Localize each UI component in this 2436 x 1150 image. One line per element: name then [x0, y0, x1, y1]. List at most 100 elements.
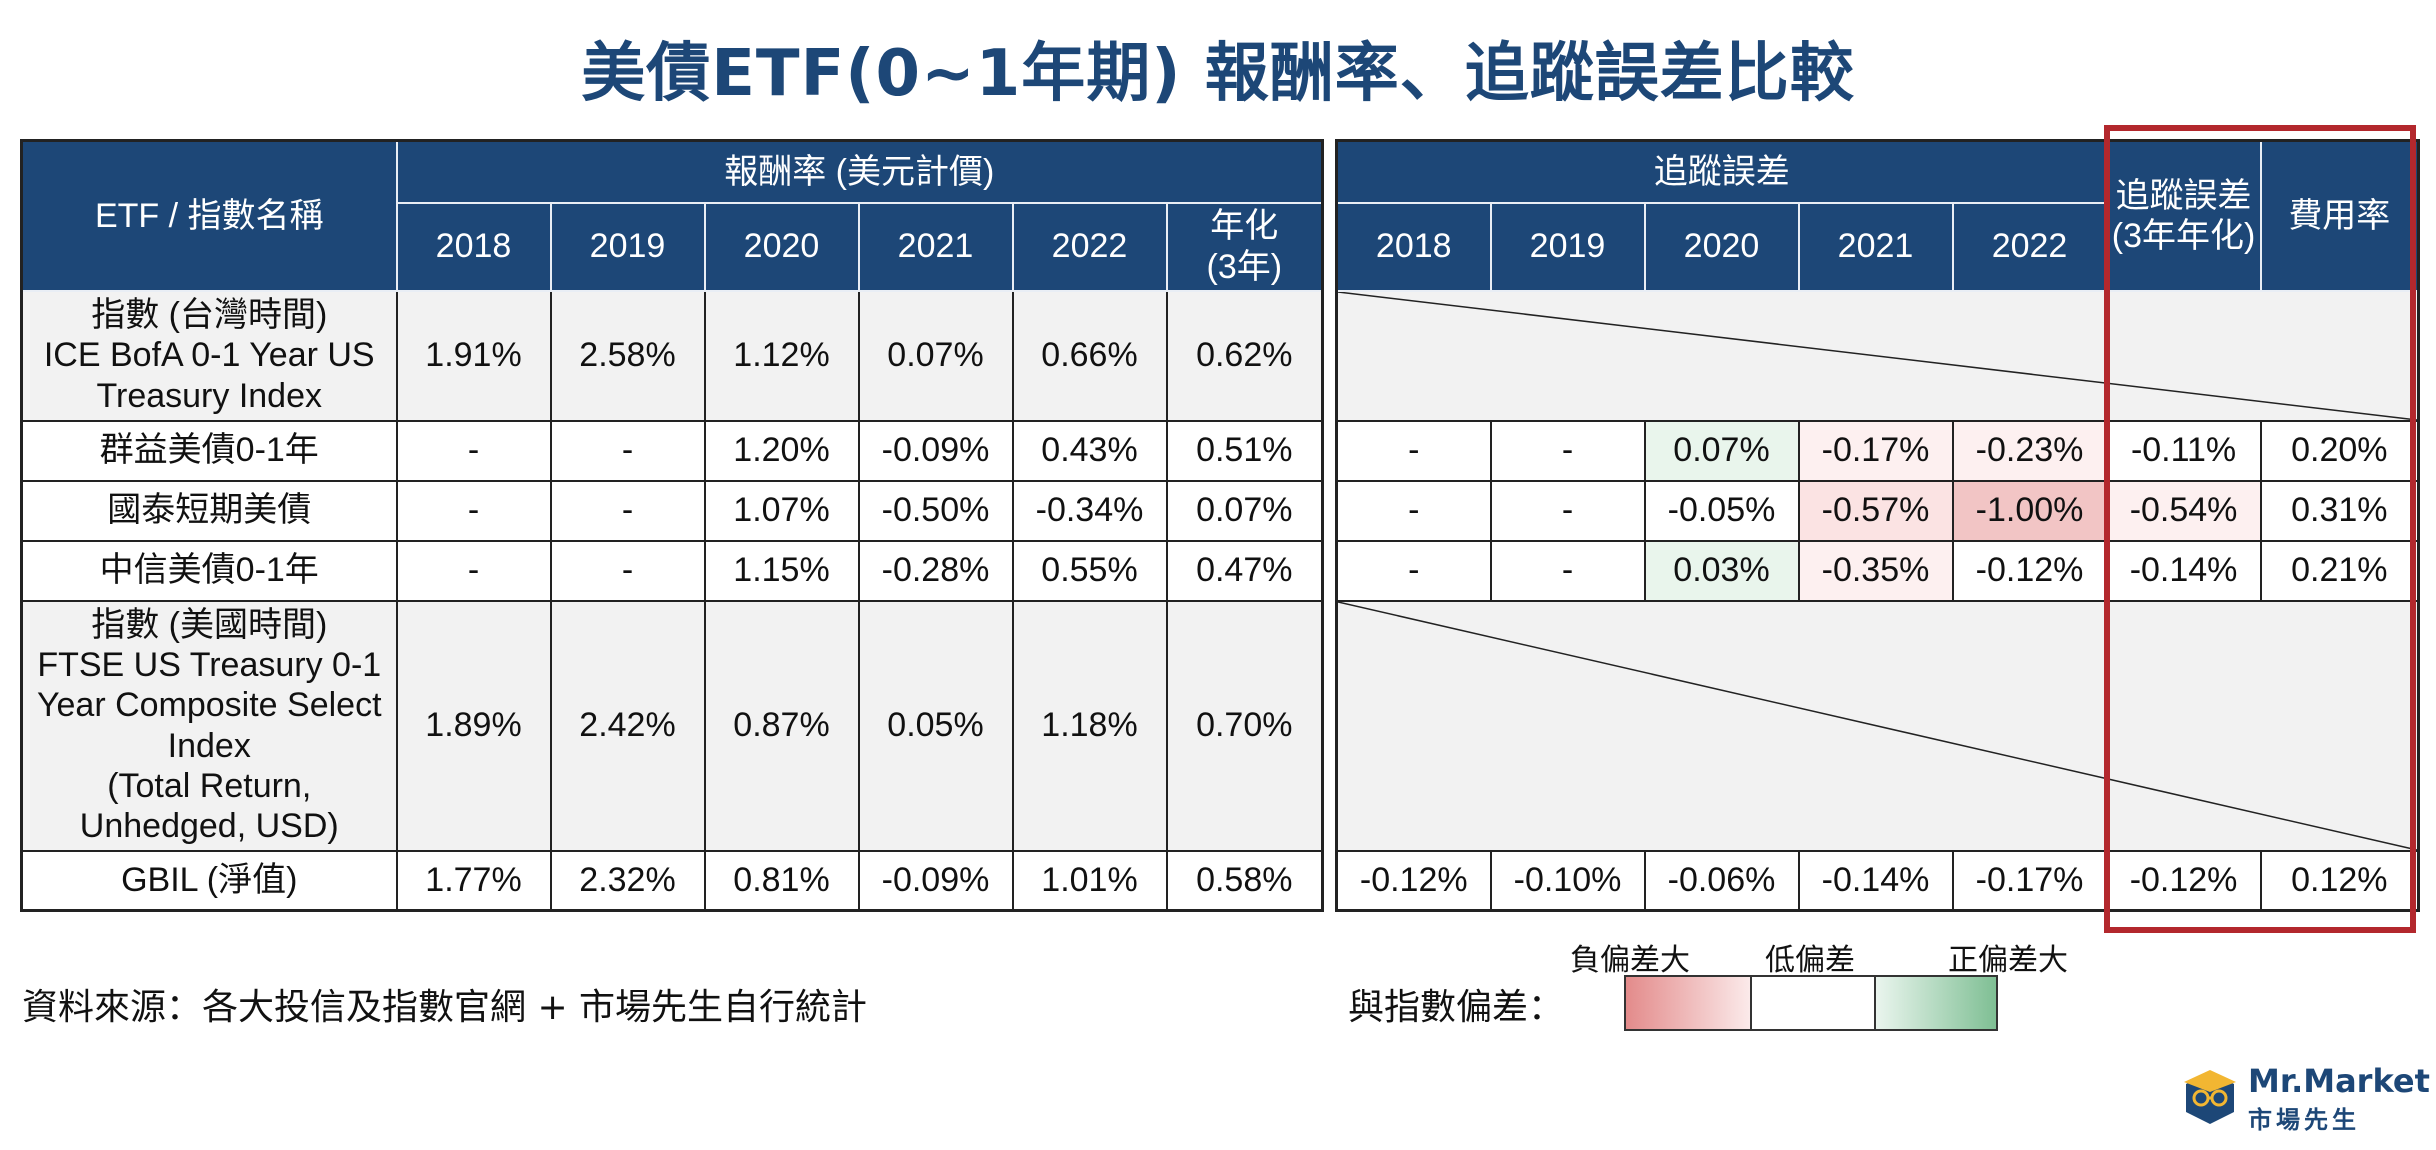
return-cell: -0.50% [857, 479, 1014, 542]
tracking-cell: -0.12% [1951, 539, 2108, 602]
tracking-annualized-cell: -0.54% [2105, 479, 2262, 542]
tracking-annualized-cell: -0.14% [2105, 539, 2262, 602]
header-year: 2022 [1951, 201, 2108, 292]
header-annualized-line1: 年化 [1210, 207, 1279, 246]
diagonal-line [1338, 602, 2417, 850]
header-tracking-annualized: 追蹤誤差 (3年年化) [2105, 139, 2262, 292]
return-cell: 0.66% [1011, 289, 1168, 422]
return-cell: 0.62% [1165, 289, 1324, 422]
header-year: 2021 [1797, 201, 1954, 292]
tracking-annualized-cell: -0.11% [2105, 419, 2262, 482]
header-year: 2018 [1335, 201, 1492, 292]
blank-diagonal-cell [1335, 599, 2420, 852]
returns-table: ETF / 指數名稱 報酬率 (美元計價) 2018 2019 2020 202… [20, 139, 1325, 912]
tracking-cell: - [1489, 479, 1646, 542]
return-cell: - [549, 539, 706, 602]
return-cell: 2.58% [549, 289, 706, 422]
tracking-cell: 0.03% [1643, 539, 1800, 602]
return-cell: -0.34% [1011, 479, 1168, 542]
header-year: 2019 [1489, 201, 1646, 292]
logo-subtitle: 市場先生 [2248, 1106, 2360, 1134]
logo-name: Mr.Market [2248, 1062, 2430, 1100]
return-cell: 1.07% [703, 479, 860, 542]
row-name-line: Index [167, 726, 251, 765]
row-name-line: FTSE US Treasury 0-1 [37, 646, 382, 685]
row-name-line: (Total Return, [107, 766, 312, 805]
table-row: 群益美債0-1年 - - 1.20% -0.09% 0.43% 0.51% [20, 419, 1324, 482]
tracking-cell: -0.06% [1643, 849, 1800, 912]
row-name: 指數 (美國時間) FTSE US Treasury 0-1 Year Comp… [20, 599, 398, 852]
return-cell: 1.01% [1011, 849, 1168, 912]
tracking-cell: -0.14% [1797, 849, 1954, 912]
return-cell: 1.15% [703, 539, 860, 602]
table-row: GBIL (淨值) 1.77% 2.32% 0.81% -0.09% 1.01%… [20, 849, 1324, 912]
tracking-cell: -0.05% [1643, 479, 1800, 542]
header-annualized: 年化 (3年) [1165, 201, 1324, 292]
legend-label: 與指數偏差： [1348, 987, 1565, 1028]
row-name: GBIL (淨值) [20, 849, 398, 912]
header-year: 2021 [857, 201, 1014, 292]
tracking-cell: - [1489, 419, 1646, 482]
tracking-cell: - [1335, 539, 1492, 602]
return-cell: 0.07% [1165, 479, 1324, 542]
return-cell: 0.51% [1165, 419, 1324, 482]
return-cell: - [395, 419, 552, 482]
tracking-cell: - [1489, 539, 1646, 602]
return-cell: 1.77% [395, 849, 552, 912]
tracking-cell: - [1335, 419, 1492, 482]
tracking-annualized-cell: -0.12% [2105, 849, 2262, 912]
return-cell: 0.07% [857, 289, 1014, 422]
legend-low-label: 低偏差 [1765, 943, 1855, 978]
return-cell: 0.81% [703, 849, 860, 912]
return-cell: -0.09% [857, 419, 1014, 482]
row-name-line: 指數 (美國時間) [91, 606, 328, 645]
tracking-table: 追蹤誤差 追蹤誤差 (3年年化) 費用率 2018 2019 2020 2021… [1335, 139, 2421, 912]
return-cell: 1.18% [1011, 599, 1168, 852]
return-cell: 0.58% [1165, 849, 1324, 912]
header-year: 2020 [1643, 201, 1800, 292]
table-row: - - 0.07% -0.17% -0.23% -0.11% 0.20% [1335, 419, 2420, 482]
header-tracking-annualized-line1: 追蹤誤差 [2115, 176, 2252, 215]
row-name-line: 指數 (台灣時間) [91, 296, 328, 335]
expense-cell: 0.20% [2259, 419, 2420, 482]
row-name: 群益美債0-1年 [20, 419, 398, 482]
header-year: 2020 [703, 201, 860, 292]
tracking-cell: -0.57% [1797, 479, 1954, 542]
logo-icon [2184, 1070, 2236, 1124]
row-name-line: Year Composite Select [36, 686, 382, 725]
expense-cell: 0.21% [2259, 539, 2420, 602]
tracking-cell: -0.10% [1489, 849, 1646, 912]
header-name: ETF / 指數名稱 [20, 139, 398, 292]
tracking-cell: - [1335, 479, 1492, 542]
table-row: -0.12% -0.10% -0.06% -0.14% -0.17% -0.12… [1335, 849, 2420, 912]
header-year: 2022 [1011, 201, 1168, 292]
header-annualized-line2: (3年) [1206, 247, 1283, 286]
page-title: 美債ETF(0~1年期) 報酬率、追蹤誤差比較 [581, 37, 1855, 111]
tracking-cell: -0.17% [1797, 419, 1954, 482]
legend-positive-swatch [1874, 975, 1998, 1031]
legend-positive-label: 正偏差大 [1948, 943, 2068, 978]
row-name: 國泰短期美債 [20, 479, 398, 542]
header-returns-group: 報酬率 (美元計價) [395, 139, 1324, 204]
tracking-cell: -0.35% [1797, 539, 1954, 602]
header-year: 2018 [395, 201, 552, 292]
return-cell: 1.12% [703, 289, 860, 422]
header-tracking-group: 追蹤誤差 [1335, 139, 2108, 204]
return-cell: 0.87% [703, 599, 860, 852]
expense-cell: 0.12% [2259, 849, 2420, 912]
return-cell: -0.28% [857, 539, 1014, 602]
return-cell: 1.91% [395, 289, 552, 422]
table-row: 指數 (美國時間) FTSE US Treasury 0-1 Year Comp… [20, 599, 1324, 852]
row-name-line: ICE BofA 0-1 Year US [43, 336, 375, 375]
tracking-cell: -1.00% [1951, 479, 2108, 542]
return-cell: -0.09% [857, 849, 1014, 912]
header-year: 2019 [549, 201, 706, 292]
return-cell: - [549, 479, 706, 542]
table-row: 指數 (台灣時間) ICE BofA 0-1 Year US Treasury … [20, 289, 1324, 422]
legend-negative-label: 負偏差大 [1570, 943, 1690, 978]
table-row: - - -0.05% -0.57% -1.00% -0.54% 0.31% [1335, 479, 2420, 542]
tracking-cell: 0.07% [1643, 419, 1800, 482]
source-note: 資料來源：各大投信及指數官網 + 市場先生自行統計 [22, 987, 868, 1028]
return-cell: 0.05% [857, 599, 1014, 852]
row-name-line: Unhedged, USD) [79, 806, 339, 845]
